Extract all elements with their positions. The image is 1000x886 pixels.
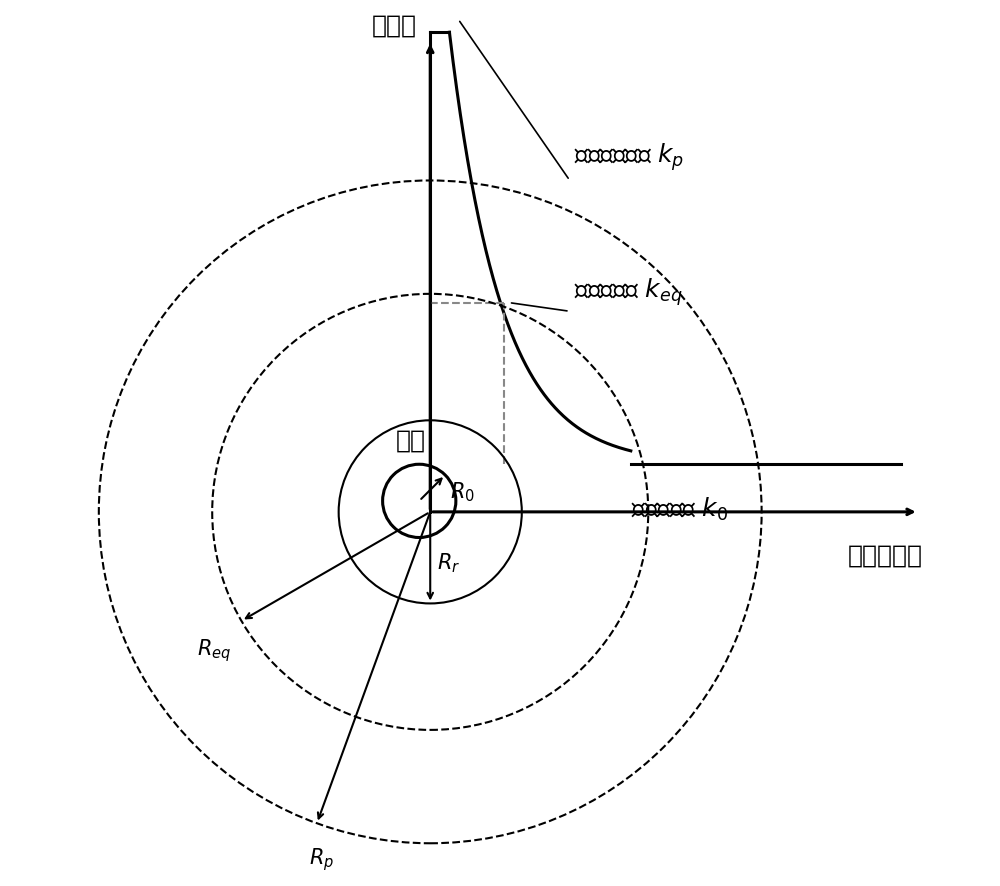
Text: 冲孔后渗透率 $k_p$: 冲孔后渗透率 $k_p$ (574, 141, 684, 173)
Text: $R_r$: $R_r$ (437, 551, 460, 574)
Text: 渗透率: 渗透率 (372, 13, 417, 37)
Text: 等效渗透率 $k_{eq}$: 等效渗透率 $k_{eq}$ (574, 276, 683, 307)
Text: 与钻孔距离: 与钻孔距离 (848, 543, 923, 567)
Text: $R_{eq}$: $R_{eq}$ (197, 637, 231, 664)
Text: $R_p$: $R_p$ (309, 845, 334, 872)
Text: $R_0$: $R_0$ (450, 480, 474, 503)
Text: 钻孔: 钻孔 (396, 428, 426, 452)
Text: 初始渗透率 $k_0$: 初始渗透率 $k_0$ (631, 495, 728, 522)
